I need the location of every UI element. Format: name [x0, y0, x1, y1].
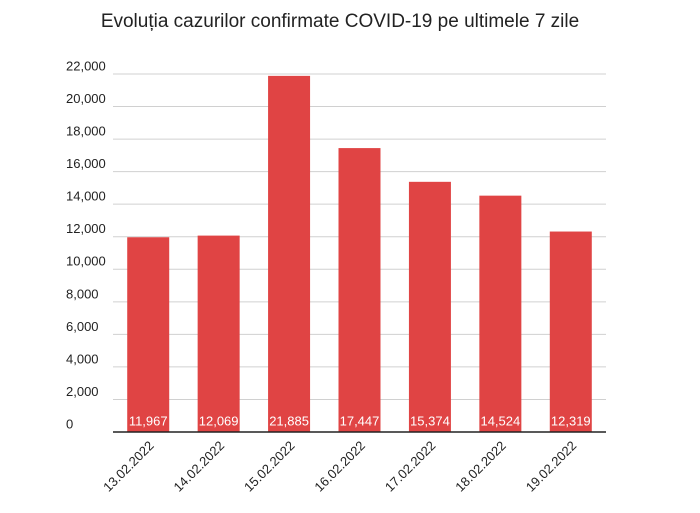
y-tick-label: 12,000 [66, 221, 106, 236]
value-label: 17,447 [340, 413, 380, 428]
y-tick-label: 2,000 [66, 384, 99, 399]
bar [549, 231, 592, 432]
value-label: 14,524 [480, 413, 520, 428]
y-tick-label: 6,000 [66, 319, 99, 334]
y-tick-label: 4,000 [66, 351, 99, 366]
bar [408, 181, 451, 432]
y-tick-label: 0 [66, 416, 73, 431]
x-tick-label: 15.02.2022 [241, 438, 298, 495]
y-tick-label: 8,000 [66, 286, 99, 301]
value-label: 12,319 [551, 413, 591, 428]
bar [268, 75, 311, 432]
value-label: 15,374 [410, 413, 450, 428]
y-tick-label: 10,000 [66, 254, 106, 269]
y-tick-label: 18,000 [66, 124, 106, 139]
bar [338, 148, 381, 432]
x-tick-label: 19.02.2022 [523, 438, 580, 495]
value-label: 12,069 [199, 413, 239, 428]
value-label: 21,885 [269, 413, 309, 428]
value-label: 11,967 [129, 413, 168, 428]
y-tick-label: 22,000 [66, 58, 106, 73]
x-tick-label: 14.02.2022 [171, 438, 228, 495]
x-tick-label: 17.02.2022 [382, 438, 439, 495]
x-tick-label: 18.02.2022 [452, 438, 509, 495]
y-tick-label: 16,000 [66, 156, 106, 171]
x-tick-label: 16.02.2022 [311, 438, 368, 495]
y-tick-label: 20,000 [66, 91, 106, 106]
chart-title: Evoluția cazurilor confirmate COVID-19 p… [101, 11, 579, 32]
x-tick-label: 13.02.2022 [100, 438, 157, 495]
bar [197, 235, 240, 432]
y-tick-label: 14,000 [66, 189, 106, 204]
bar [479, 195, 522, 432]
bar [127, 237, 170, 432]
